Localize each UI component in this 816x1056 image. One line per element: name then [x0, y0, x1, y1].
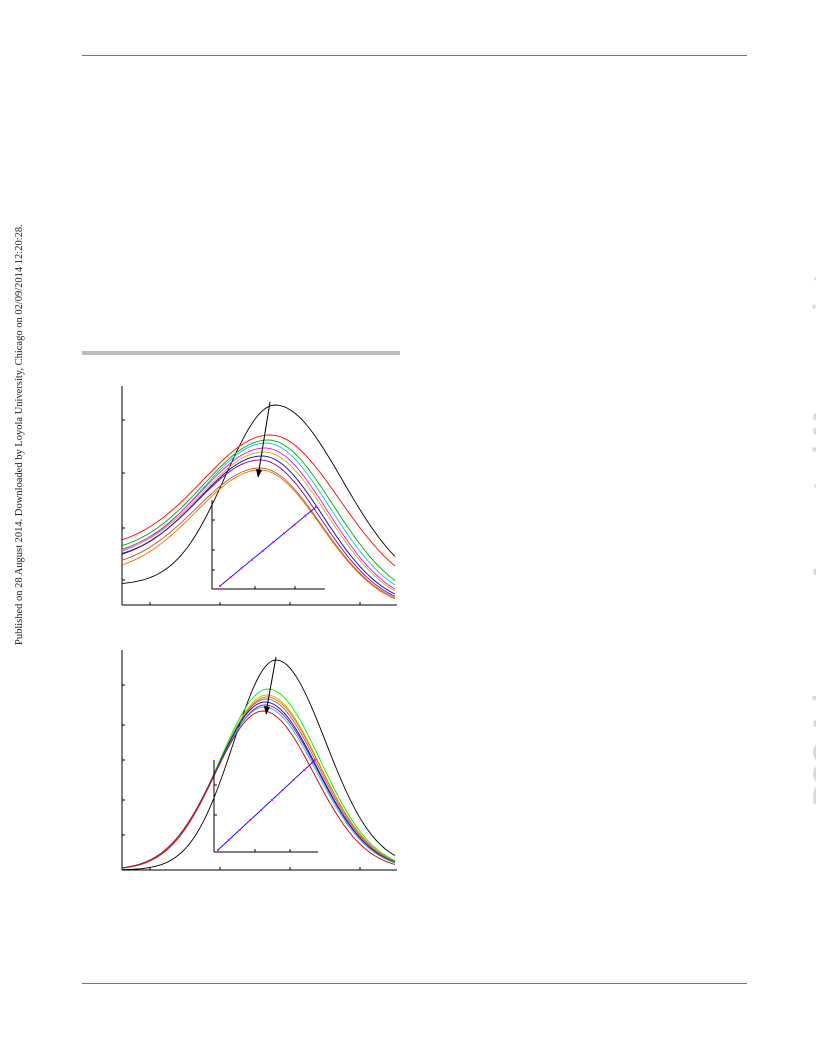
trend-arrow-a [256, 401, 271, 478]
inset-data-point [304, 514, 307, 517]
spectrum-curve [121, 467, 396, 599]
spectrum-curve [121, 434, 396, 567]
inset-data-point [251, 558, 253, 561]
inset-fit-b [217, 759, 316, 851]
inset-data-point [219, 585, 221, 587]
trend-arrow-b [264, 656, 277, 715]
inset-data-point [272, 541, 275, 544]
inset-fit-a [219, 506, 317, 587]
inset-data-point [293, 523, 296, 526]
spectrum-curves-b [121, 659, 396, 871]
spectrum-curve [121, 659, 396, 871]
spectrum-curve [121, 704, 396, 869]
spectrum-curve [121, 451, 396, 592]
inset-data-point [270, 799, 273, 801]
spectrum-curve [121, 698, 396, 869]
inset-plot-a [211, 500, 325, 590]
spectrum-curve [121, 459, 396, 597]
spectrum-curve [121, 439, 396, 581]
section-divider [82, 351, 400, 355]
axes-a [121, 386, 397, 606]
spectrum-curve [121, 688, 396, 869]
inset-data-point [281, 789, 284, 791]
inset-data-point [292, 779, 295, 781]
inset-fit-line [219, 506, 317, 587]
inset-data-point [315, 506, 317, 508]
spectrum-curve [121, 447, 396, 590]
spectrum-curve [121, 404, 396, 584]
axes-b [121, 650, 397, 871]
inset-fit-line [217, 759, 316, 851]
spectrum-curves-a [121, 404, 396, 600]
spectrum-curve [121, 442, 396, 586]
inset-data-point [217, 849, 219, 851]
spectrum-curve [121, 706, 396, 869]
spectrum-curve [121, 710, 396, 869]
spectra-figure-a [121, 386, 397, 606]
spectrum-curve [121, 696, 396, 869]
inset-data-point [240, 567, 243, 570]
footer-rule [82, 983, 747, 984]
inset-data-point [261, 549, 264, 552]
inset-data-point [249, 819, 252, 821]
accepted-manuscript-watermark: RSC Advances Accepted Manuscript [808, 273, 816, 806]
header-rule [82, 55, 747, 56]
spectrum-curve [121, 694, 396, 869]
inset-data-point [303, 769, 306, 771]
spectrum-curve [121, 469, 396, 600]
inset-data-point [229, 576, 232, 579]
inset-data-point [227, 839, 230, 841]
inset-plot-b [213, 759, 318, 853]
spectra-figure-b [121, 650, 397, 871]
spectrum-curve [121, 701, 396, 869]
inset-data-point [260, 809, 263, 811]
inset-data-point [238, 829, 241, 831]
download-stamp: Published on 28 August 2014. Downloaded … [14, 224, 25, 645]
inset-data-point [283, 532, 285, 535]
inset-data-point [314, 759, 316, 761]
